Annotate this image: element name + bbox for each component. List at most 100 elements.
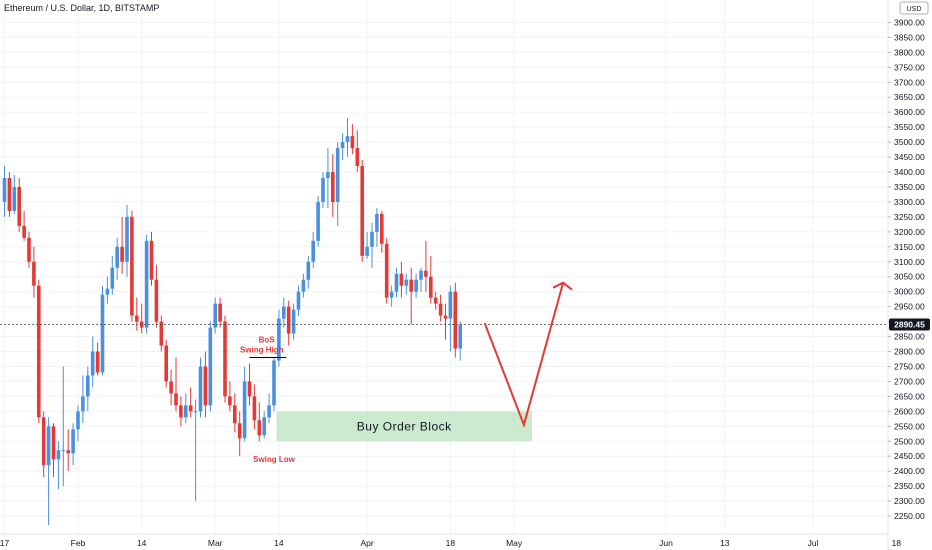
price-tick-label: 2550.00 bbox=[894, 421, 925, 431]
candle-body bbox=[100, 294, 105, 373]
candle-body bbox=[282, 306, 286, 319]
candle-body bbox=[237, 423, 242, 439]
candle-body bbox=[247, 381, 252, 397]
price-tick-label: 2500.00 bbox=[894, 436, 925, 446]
candle-body bbox=[81, 396, 85, 412]
candle-body bbox=[419, 270, 423, 280]
price-tick-label: 3350.00 bbox=[894, 182, 925, 192]
candle-body bbox=[448, 291, 453, 319]
buy-order-block-zone bbox=[276, 411, 532, 442]
last-price-value: 2890.45 bbox=[894, 319, 925, 329]
candle-body bbox=[335, 148, 340, 202]
projection-arrow bbox=[483, 282, 565, 428]
bos-label: BoS bbox=[259, 335, 276, 344]
candle-body bbox=[22, 225, 26, 238]
candle-body bbox=[384, 243, 389, 298]
candle-body bbox=[286, 306, 291, 334]
candle-body bbox=[414, 279, 418, 292]
price-tick-label: 2700.00 bbox=[894, 376, 925, 386]
candle-body bbox=[17, 186, 21, 226]
time-tick-label: 18 bbox=[446, 538, 456, 548]
currency-badge[interactable] bbox=[899, 1, 929, 15]
candle-body bbox=[46, 426, 51, 466]
candle-body bbox=[404, 279, 409, 286]
candle-body bbox=[228, 396, 232, 406]
candle-body bbox=[296, 291, 301, 310]
candle-body bbox=[71, 429, 75, 454]
candle-body bbox=[340, 142, 345, 149]
candle-body bbox=[135, 315, 139, 322]
price-axis-background[interactable] bbox=[888, 0, 932, 550]
currency-label: USD bbox=[907, 6, 922, 13]
candle-body bbox=[213, 303, 217, 328]
time-tick-label: Mar bbox=[208, 538, 223, 548]
price-tick-label: 2600.00 bbox=[894, 406, 925, 416]
candle-body bbox=[130, 216, 134, 316]
candle-body bbox=[12, 186, 17, 211]
candle-body bbox=[272, 360, 276, 406]
candle-body bbox=[277, 318, 281, 361]
candle-body bbox=[218, 303, 222, 322]
candle-body bbox=[184, 405, 188, 418]
candle-body bbox=[32, 261, 36, 286]
arrow-head-icon bbox=[552, 281, 573, 291]
price-tick-label: 3050.00 bbox=[894, 272, 925, 282]
time-tick-label: 18 bbox=[892, 538, 902, 548]
price-tick-label: 2650.00 bbox=[894, 391, 925, 401]
price-tick-label: 3300.00 bbox=[894, 197, 925, 207]
candle-body bbox=[424, 270, 428, 277]
price-tick-label: 2300.00 bbox=[894, 496, 925, 506]
candle-body bbox=[66, 450, 70, 454]
candle-body bbox=[179, 405, 183, 418]
price-tick-label: 3400.00 bbox=[894, 167, 925, 177]
candle-body bbox=[110, 267, 115, 289]
price-tick-label: 3550.00 bbox=[894, 122, 925, 132]
price-axis: 2250.00 2300.00 2350.00 2400.00 2450.00 2500.… bbox=[888, 17, 925, 521]
candle-body bbox=[37, 285, 41, 418]
candle-body bbox=[360, 166, 364, 256]
candle-body bbox=[355, 148, 360, 167]
time-tick-label: 13 bbox=[720, 538, 730, 548]
candle-body bbox=[458, 324, 462, 349]
price-tick-label: 2400.00 bbox=[894, 466, 925, 476]
candle-body bbox=[321, 178, 325, 202]
candle-body bbox=[86, 375, 90, 397]
price-tick-label: 3700.00 bbox=[894, 77, 925, 87]
candle-body bbox=[394, 273, 399, 292]
candle-body bbox=[90, 351, 95, 376]
candle-body bbox=[257, 420, 262, 436]
candle-body bbox=[164, 345, 168, 382]
candle-body bbox=[380, 213, 384, 244]
candle-body bbox=[203, 366, 208, 406]
price-tick-label: 3000.00 bbox=[894, 287, 925, 297]
candles-group bbox=[2, 118, 462, 526]
candle-body bbox=[267, 405, 271, 418]
candle-body bbox=[311, 240, 315, 262]
price-tick-label: 3900.00 bbox=[894, 17, 925, 27]
candle-body bbox=[56, 450, 61, 460]
price-tick-label: 3100.00 bbox=[894, 257, 925, 267]
candle-body bbox=[2, 178, 7, 202]
buy-order-block-label: Buy Order Block bbox=[357, 419, 452, 433]
swing-low-label: Swing Low bbox=[253, 455, 296, 464]
candle-body bbox=[223, 321, 227, 397]
candle-body bbox=[375, 213, 379, 232]
price-tick-label: 2450.00 bbox=[894, 451, 925, 461]
time-tick-label: Apr bbox=[360, 538, 373, 548]
price-tick-label: 3250.00 bbox=[894, 212, 925, 222]
candle-body bbox=[208, 327, 213, 406]
candle-body bbox=[61, 450, 66, 452]
candle-body bbox=[174, 393, 178, 406]
candle-body bbox=[188, 405, 193, 412]
candle-body bbox=[262, 417, 266, 436]
candle-body bbox=[409, 279, 413, 292]
price-tick-label: 3800.00 bbox=[894, 47, 925, 57]
time-axis[interactable]: 17 Feb 14 Mar 14 Apr 18 May Jun 13 Jul 18 bbox=[0, 538, 901, 548]
chart-grid bbox=[0, 0, 897, 534]
candle-body bbox=[438, 303, 443, 316]
candle-body bbox=[169, 381, 173, 394]
candle-body bbox=[198, 366, 203, 412]
candle-body bbox=[345, 136, 350, 143]
candle-body bbox=[149, 240, 154, 280]
